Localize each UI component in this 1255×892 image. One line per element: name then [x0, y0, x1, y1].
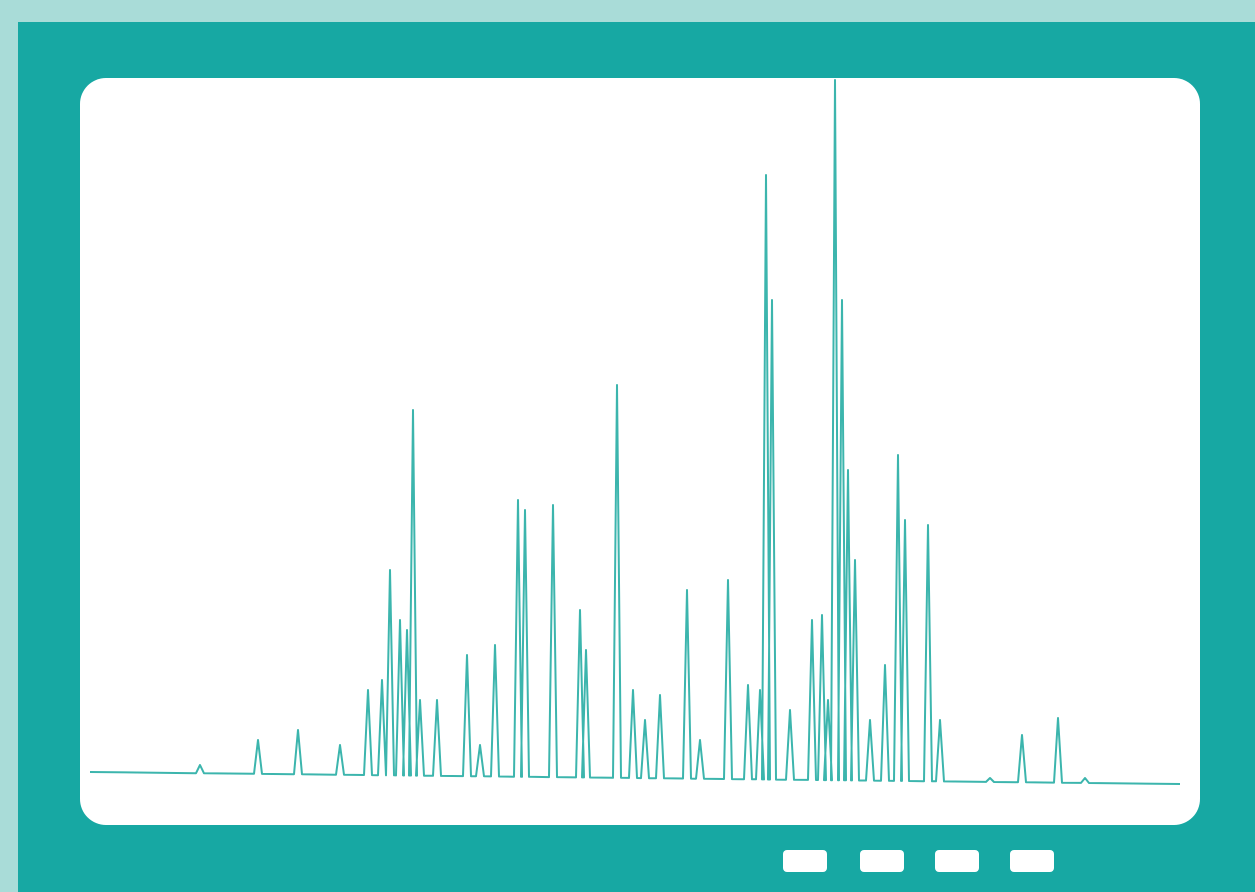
page: (() => { const svg = document.getElement…: [0, 0, 1255, 892]
screen: [80, 78, 1200, 825]
monitor-button[interactable]: [783, 850, 827, 872]
monitor-button[interactable]: [1010, 850, 1054, 872]
monitor-illustration: [0, 0, 1255, 892]
monitor-button[interactable]: [935, 850, 979, 872]
monitor-button[interactable]: [860, 850, 904, 872]
